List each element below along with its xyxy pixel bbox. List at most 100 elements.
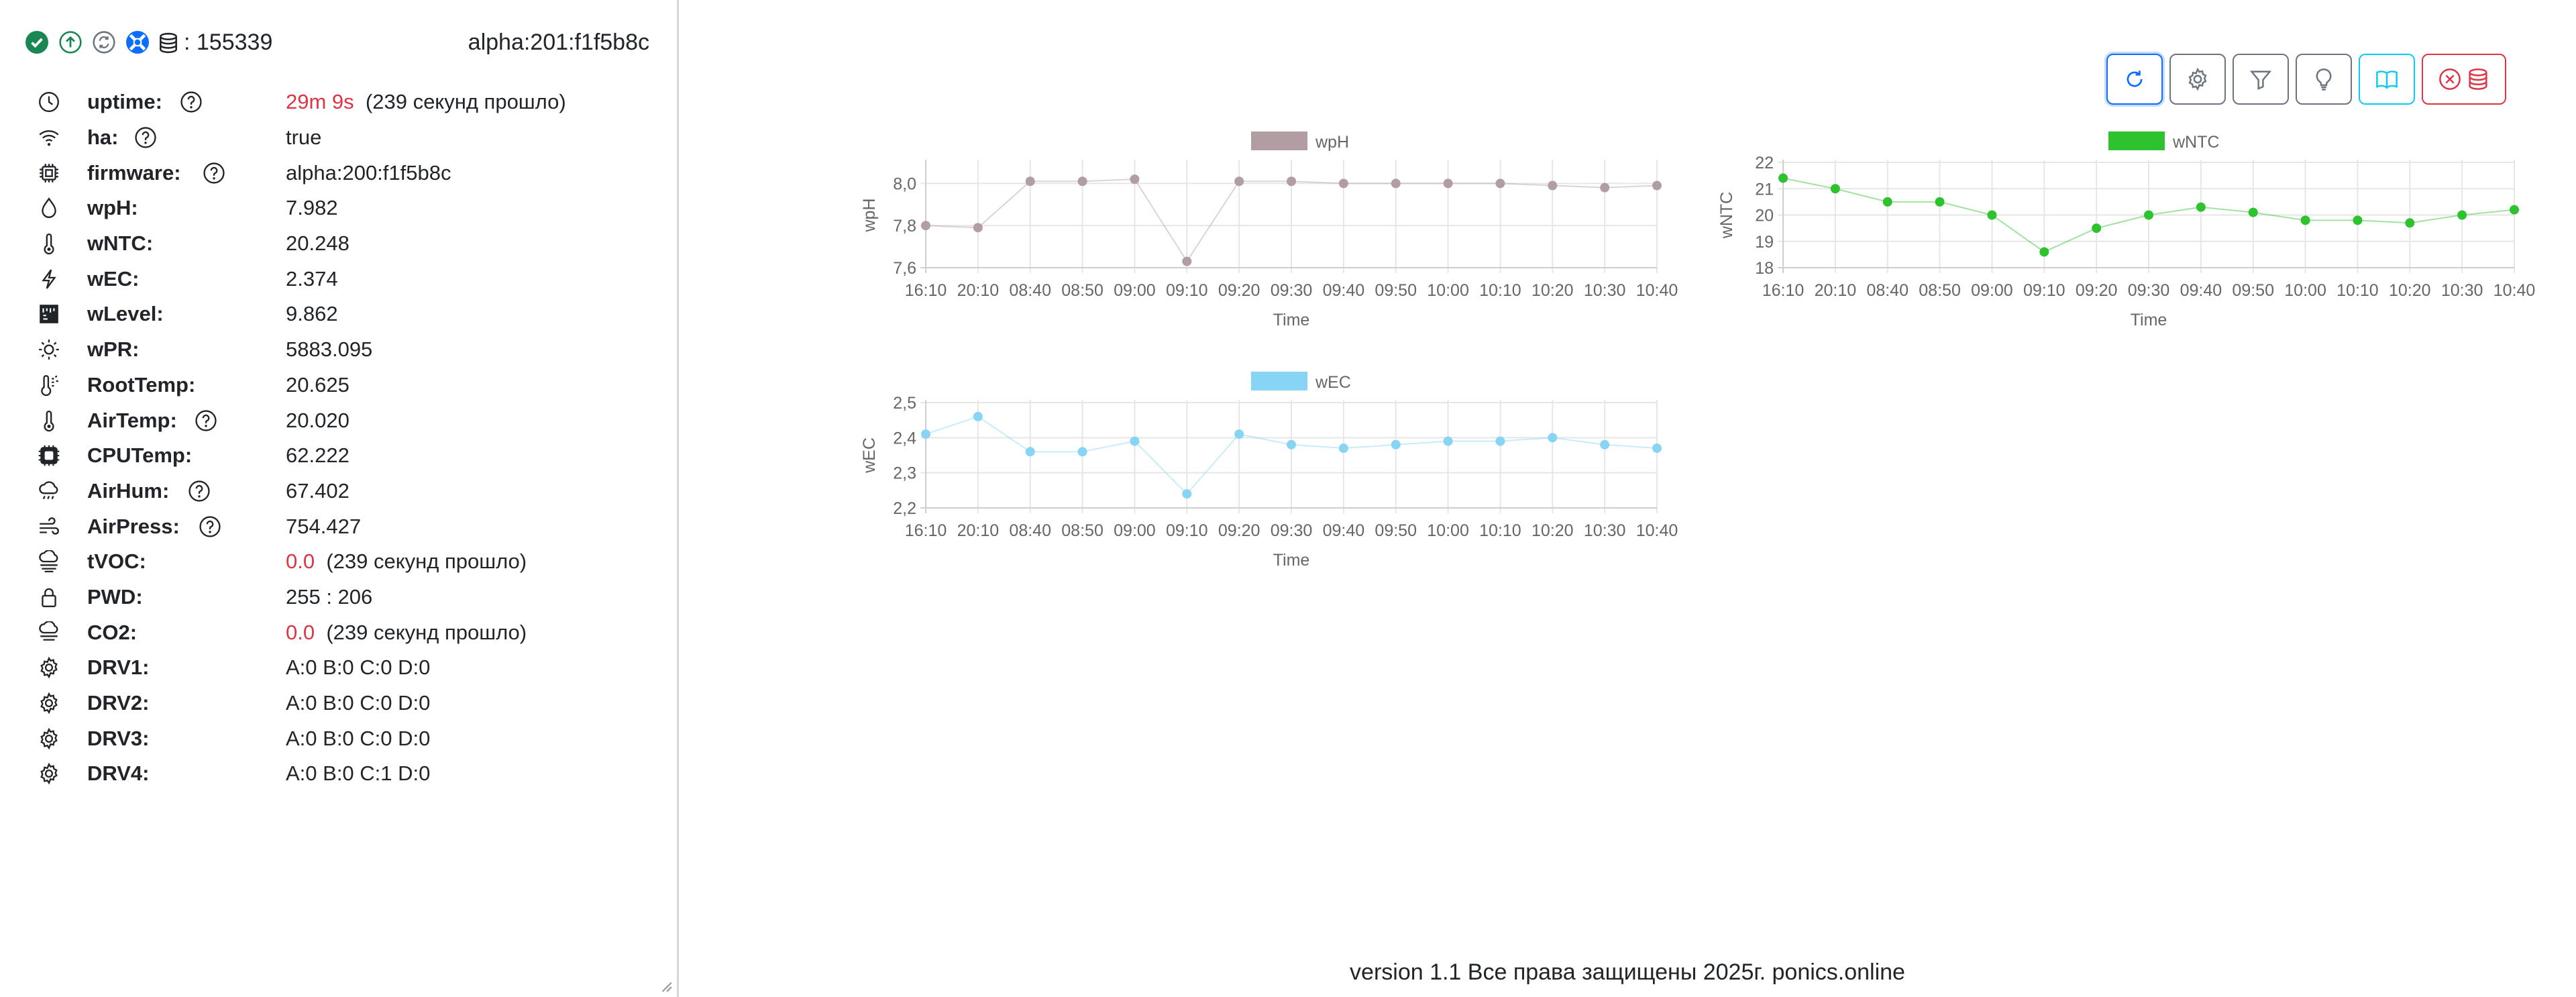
x-tick-label: 16:10 [905,281,947,300]
check-circle-icon[interactable] [25,31,48,54]
ruler-icon [40,305,58,324]
x-tick-label: 10:10 [1479,281,1521,300]
data-point [1830,184,1840,194]
clock-icon [39,92,59,113]
metric-label: DRV2: [87,691,150,715]
database-icon [160,32,177,53]
metric-value: true [286,125,321,150]
metric-value: 0.0 (239 секунд прошло) [286,549,527,574]
metric-value: 9.862 [286,302,338,326]
settings-button[interactable] [2169,54,2226,105]
data-point [1600,182,1610,193]
wind-icon [40,517,59,535]
data-point [1778,173,1788,183]
help-icon[interactable] [180,91,203,113]
clear-database-button[interactable] [2422,54,2506,105]
metric-row: PWD: 255 : 206 [38,580,641,615]
metric-value-text: 7.982 [286,196,338,220]
refresh-button[interactable] [2106,54,2163,105]
gear-icon [40,692,58,715]
metric-row: CO2: 0.0 (239 секунд прошло) [38,615,641,650]
metric-row: wEC: 2.374 [38,261,641,297]
lightbulb-button[interactable] [2296,54,2352,105]
metric-row: uptime: 29m 9s (239 секунд прошло) [38,85,641,120]
x-tick-label: 09:00 [1114,281,1156,300]
data-point [2144,210,2153,220]
x-axis-label: Time [1273,311,1310,329]
y-axis-label: wEC [860,437,879,474]
x-tick-label: 08:40 [1009,521,1051,540]
x-tick-label: 10:40 [1636,521,1678,540]
x-tick-label: 10:30 [1584,521,1626,540]
metric-value-text: alpha:200:f1f5b8c [286,160,451,185]
x-tick-label: 16:10 [905,521,947,540]
x-tick-label: 09:10 [1166,521,1208,540]
data-point [1338,178,1348,189]
help-icon[interactable] [134,126,157,149]
sun-icon [39,339,59,360]
metric-value-text: (239 секунд прошло) [365,90,566,114]
legend-swatch [1251,372,1307,390]
metric-value-stale: 29m 9s [286,90,354,114]
data-point [1287,176,1296,187]
gear-icon [2188,67,2207,91]
data-point [2248,207,2258,217]
y-tick-label: 21 [1755,180,1774,199]
x-tick-label: 09:30 [2128,281,2170,300]
data-point [1935,197,1945,207]
database-icon [2469,68,2487,90]
help-icon[interactable] [203,162,225,185]
metric-label: DRV1: [87,655,150,680]
metric-label: CO2: [87,620,138,644]
chart-wec: 2,2 2,3 2,4 2,5 16:10 20:10 08:40 08:50 09:00 09:… [852,364,1690,578]
help-icon[interactable] [195,409,217,432]
metric-label: DRV3: [87,726,150,750]
metric-value-text: 754.427 [286,514,362,538]
metric-value: 62.222 [286,443,350,468]
metric-value-text: 255 : 206 [286,584,373,609]
metric-label: AirHum: [87,478,170,503]
metric-value: 0.0 (239 секунд прошло) [286,621,527,645]
metric-value: A:0 B:0 C:0 D:0 [286,691,430,715]
data-point [2405,218,2415,228]
help-icon[interactable] [199,515,221,538]
metric-row: CPUTemp: 62.222 [38,438,641,474]
metric-value: 20.248 [286,231,350,256]
thermometer-sun-icon [41,374,58,397]
x-tick-label: 08:50 [1919,281,1961,300]
data-point [1548,180,1558,191]
x-tick-label: 08:50 [1061,521,1104,540]
metric-value-stale: 0.0 [286,620,315,644]
metric-value-text: 20.625 [286,372,350,397]
data-point [1077,447,1087,457]
filter-button[interactable] [2233,54,2289,105]
y-tick-label: 7,8 [893,217,916,235]
metric-value: A:0 B:0 C:0 D:0 [286,655,430,680]
resize-grip-icon[interactable] [658,978,673,993]
x-tick-label: 10:20 [2389,281,2431,300]
x-tick-label: 09:50 [1375,521,1417,540]
metric-value-text: 20.020 [286,408,350,432]
x-axis-label: Time [1273,551,1310,570]
thermometer-icon [44,410,54,431]
metric-row: DRV4: A:0 B:0 C:1 D:0 [38,756,641,792]
help-icon[interactable] [188,480,211,503]
arrow-up-circle-icon[interactable] [59,31,82,54]
docs-button[interactable] [2359,54,2415,105]
y-tick-label: 2,2 [893,499,916,518]
sensor-panel: : 155339 alpha:201:f1f5b8c uptime: 29m 9s… [0,0,679,997]
x-tick-label: 09:30 [1271,281,1313,300]
data-point [2196,202,2206,212]
data-point [1077,176,1087,187]
close-circle-icon [2439,68,2461,90]
lifebuoy-icon[interactable] [126,31,149,54]
metric-label: firmware: [87,160,181,185]
metric-value-text: 67.402 [286,478,350,503]
y-tick-label: 22 [1755,154,1774,172]
metric-value-text: (239 секунд прошло) [326,549,527,574]
chart-svg: 7,6 7,8 8,0 16:10 20:10 08:40 08:50 09:00 09:10 0… [860,132,1678,329]
sync-icon[interactable] [93,31,115,54]
data-point [2300,215,2310,225]
y-tick-label: 7,6 [893,259,916,278]
metric-label: tVOC: [87,549,146,574]
